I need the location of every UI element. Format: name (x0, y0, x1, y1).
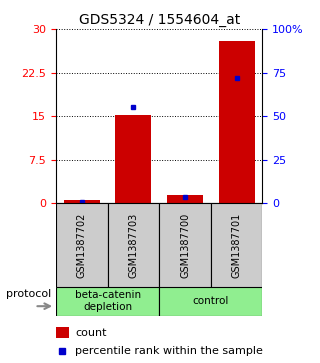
Text: count: count (75, 327, 107, 338)
Bar (211, 203, 262, 287)
Text: GSM1387702: GSM1387702 (77, 212, 87, 278)
Bar (56, 327, 69, 338)
Text: percentile rank within the sample: percentile rank within the sample (75, 346, 263, 356)
Text: GSM1387701: GSM1387701 (232, 212, 242, 278)
Bar (56, 203, 108, 287)
Bar (167, 195, 203, 203)
Text: GDS5324 / 1554604_at: GDS5324 / 1554604_at (79, 13, 241, 27)
Text: beta-catenin
depletion: beta-catenin depletion (75, 290, 141, 312)
Bar (64, 200, 100, 203)
Bar (219, 41, 255, 203)
Text: GSM1387703: GSM1387703 (128, 212, 139, 278)
Text: GSM1387700: GSM1387700 (180, 212, 190, 278)
Bar (56, 287, 159, 316)
Text: control: control (193, 296, 229, 306)
Bar (159, 287, 262, 316)
Bar (115, 115, 151, 203)
Bar (108, 203, 159, 287)
Bar (159, 203, 211, 287)
Text: protocol: protocol (6, 289, 52, 299)
